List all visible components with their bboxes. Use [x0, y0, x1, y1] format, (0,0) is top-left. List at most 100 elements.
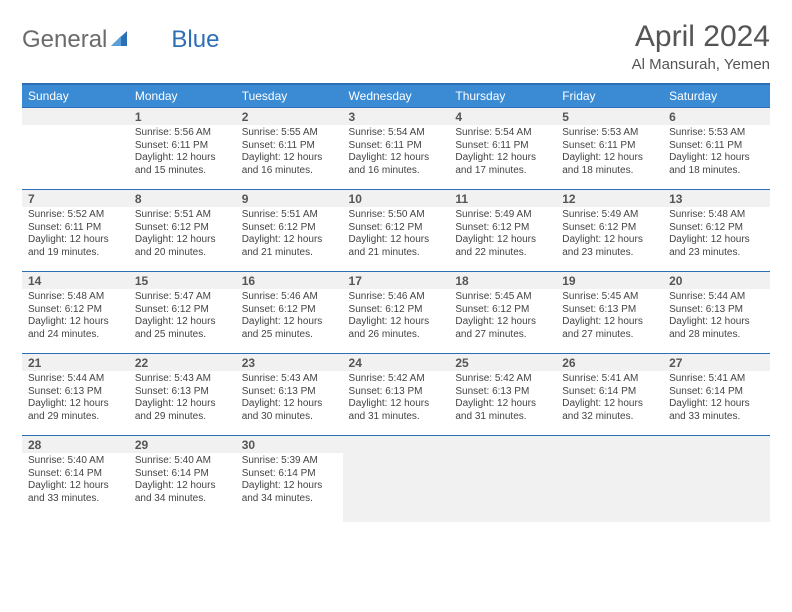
calendar-cell: 14Sunrise: 5:48 AMSunset: 6:12 PMDayligh…: [22, 271, 129, 353]
day-number: 24: [343, 353, 450, 371]
day-details: Sunrise: 5:45 AMSunset: 6:12 PMDaylight:…: [449, 289, 556, 345]
calendar-cell: 8Sunrise: 5:51 AMSunset: 6:12 PMDaylight…: [129, 189, 236, 271]
day-details: Sunrise: 5:54 AMSunset: 6:11 PMDaylight:…: [449, 125, 556, 181]
calendar-cell: 23Sunrise: 5:43 AMSunset: 6:13 PMDayligh…: [236, 353, 343, 435]
calendar-cell: 20Sunrise: 5:44 AMSunset: 6:13 PMDayligh…: [663, 271, 770, 353]
weekday-header-row: SundayMondayTuesdayWednesdayThursdayFrid…: [22, 84, 770, 107]
day-number: 6: [663, 107, 770, 125]
day-number: 16: [236, 271, 343, 289]
calendar-cell: 15Sunrise: 5:47 AMSunset: 6:12 PMDayligh…: [129, 271, 236, 353]
day-number: 4: [449, 107, 556, 125]
day-details: Sunrise: 5:42 AMSunset: 6:13 PMDaylight:…: [343, 371, 450, 427]
calendar-cell: [663, 435, 770, 522]
calendar-cell: 9Sunrise: 5:51 AMSunset: 6:12 PMDaylight…: [236, 189, 343, 271]
calendar-cell: 4Sunrise: 5:54 AMSunset: 6:11 PMDaylight…: [449, 107, 556, 189]
calendar-cell: 6Sunrise: 5:53 AMSunset: 6:11 PMDaylight…: [663, 107, 770, 189]
calendar-cell: [343, 435, 450, 522]
location-label: Al Mansurah, Yemen: [632, 56, 770, 73]
calendar-cell: [556, 435, 663, 522]
day-details: Sunrise: 5:41 AMSunset: 6:14 PMDaylight:…: [556, 371, 663, 427]
day-details: Sunrise: 5:46 AMSunset: 6:12 PMDaylight:…: [343, 289, 450, 345]
calendar-cell: 12Sunrise: 5:49 AMSunset: 6:12 PMDayligh…: [556, 189, 663, 271]
day-number: 14: [22, 271, 129, 289]
day-details: Sunrise: 5:49 AMSunset: 6:12 PMDaylight:…: [556, 207, 663, 263]
day-details: Sunrise: 5:49 AMSunset: 6:12 PMDaylight:…: [449, 207, 556, 263]
day-number: 28: [22, 435, 129, 453]
calendar-cell: 27Sunrise: 5:41 AMSunset: 6:14 PMDayligh…: [663, 353, 770, 435]
day-details: Sunrise: 5:43 AMSunset: 6:13 PMDaylight:…: [129, 371, 236, 427]
calendar-cell: 22Sunrise: 5:43 AMSunset: 6:13 PMDayligh…: [129, 353, 236, 435]
day-details: Sunrise: 5:48 AMSunset: 6:12 PMDaylight:…: [22, 289, 129, 345]
page-header: General Blue April 2024 Al Mansurah, Yem…: [22, 20, 770, 73]
weekday-header: Tuesday: [236, 84, 343, 107]
day-details: Sunrise: 5:47 AMSunset: 6:12 PMDaylight:…: [129, 289, 236, 345]
day-details: Sunrise: 5:46 AMSunset: 6:12 PMDaylight:…: [236, 289, 343, 345]
day-details: Sunrise: 5:40 AMSunset: 6:14 PMDaylight:…: [129, 453, 236, 509]
day-number: 7: [22, 189, 129, 207]
weekday-header: Sunday: [22, 84, 129, 107]
day-number: 19: [556, 271, 663, 289]
day-number: 18: [449, 271, 556, 289]
weekday-header: Friday: [556, 84, 663, 107]
calendar-cell: 5Sunrise: 5:53 AMSunset: 6:11 PMDaylight…: [556, 107, 663, 189]
day-number: 29: [129, 435, 236, 453]
month-title: April 2024: [632, 20, 770, 54]
brand-name-a: General: [22, 26, 107, 54]
calendar-cell: 29Sunrise: 5:40 AMSunset: 6:14 PMDayligh…: [129, 435, 236, 522]
day-number: 23: [236, 353, 343, 371]
calendar-cell: 11Sunrise: 5:49 AMSunset: 6:12 PMDayligh…: [449, 189, 556, 271]
title-block: April 2024 Al Mansurah, Yemen: [632, 20, 770, 73]
day-number: 26: [556, 353, 663, 371]
calendar-cell: [449, 435, 556, 522]
day-number: 17: [343, 271, 450, 289]
day-number: 22: [129, 353, 236, 371]
day-number: 5: [556, 107, 663, 125]
calendar-cell: 19Sunrise: 5:45 AMSunset: 6:13 PMDayligh…: [556, 271, 663, 353]
day-number: 13: [663, 189, 770, 207]
calendar-page: General Blue April 2024 Al Mansurah, Yem…: [0, 0, 792, 532]
calendar-cell: 13Sunrise: 5:48 AMSunset: 6:12 PMDayligh…: [663, 189, 770, 271]
day-details: Sunrise: 5:54 AMSunset: 6:11 PMDaylight:…: [343, 125, 450, 181]
day-number: 1: [129, 107, 236, 125]
day-number: 11: [449, 189, 556, 207]
calendar-body: 1Sunrise: 5:56 AMSunset: 6:11 PMDaylight…: [22, 107, 770, 522]
day-number: 30: [236, 435, 343, 453]
day-details: Sunrise: 5:43 AMSunset: 6:13 PMDaylight:…: [236, 371, 343, 427]
day-number: 20: [663, 271, 770, 289]
day-details: Sunrise: 5:42 AMSunset: 6:13 PMDaylight:…: [449, 371, 556, 427]
day-details: Sunrise: 5:52 AMSunset: 6:11 PMDaylight:…: [22, 207, 129, 263]
calendar-cell: 21Sunrise: 5:44 AMSunset: 6:13 PMDayligh…: [22, 353, 129, 435]
calendar-cell: 28Sunrise: 5:40 AMSunset: 6:14 PMDayligh…: [22, 435, 129, 522]
day-details: Sunrise: 5:53 AMSunset: 6:11 PMDaylight:…: [556, 125, 663, 181]
day-details: Sunrise: 5:56 AMSunset: 6:11 PMDaylight:…: [129, 125, 236, 181]
day-details: Sunrise: 5:48 AMSunset: 6:12 PMDaylight:…: [663, 207, 770, 263]
day-details: Sunrise: 5:41 AMSunset: 6:14 PMDaylight:…: [663, 371, 770, 427]
weekday-header: Saturday: [663, 84, 770, 107]
day-details: Sunrise: 5:39 AMSunset: 6:14 PMDaylight:…: [236, 453, 343, 509]
day-number: 3: [343, 107, 450, 125]
day-number: 8: [129, 189, 236, 207]
calendar-week-row: 14Sunrise: 5:48 AMSunset: 6:12 PMDayligh…: [22, 271, 770, 353]
day-details: Sunrise: 5:55 AMSunset: 6:11 PMDaylight:…: [236, 125, 343, 181]
sail-icon: [109, 28, 131, 53]
day-number: 25: [449, 353, 556, 371]
day-number: 2: [236, 107, 343, 125]
calendar-cell: 16Sunrise: 5:46 AMSunset: 6:12 PMDayligh…: [236, 271, 343, 353]
day-details: Sunrise: 5:53 AMSunset: 6:11 PMDaylight:…: [663, 125, 770, 181]
day-details: Sunrise: 5:44 AMSunset: 6:13 PMDaylight:…: [22, 371, 129, 427]
calendar-cell: 25Sunrise: 5:42 AMSunset: 6:13 PMDayligh…: [449, 353, 556, 435]
calendar-cell: 18Sunrise: 5:45 AMSunset: 6:12 PMDayligh…: [449, 271, 556, 353]
calendar-cell: 10Sunrise: 5:50 AMSunset: 6:12 PMDayligh…: [343, 189, 450, 271]
calendar-cell: 7Sunrise: 5:52 AMSunset: 6:11 PMDaylight…: [22, 189, 129, 271]
day-number: 9: [236, 189, 343, 207]
calendar-cell: 2Sunrise: 5:55 AMSunset: 6:11 PMDaylight…: [236, 107, 343, 189]
day-number: 21: [22, 353, 129, 371]
calendar-cell: 26Sunrise: 5:41 AMSunset: 6:14 PMDayligh…: [556, 353, 663, 435]
calendar-cell: [22, 107, 129, 189]
calendar-cell: 30Sunrise: 5:39 AMSunset: 6:14 PMDayligh…: [236, 435, 343, 522]
calendar-table: SundayMondayTuesdayWednesdayThursdayFrid…: [22, 83, 770, 522]
day-details: Sunrise: 5:51 AMSunset: 6:12 PMDaylight:…: [129, 207, 236, 263]
calendar-cell: 17Sunrise: 5:46 AMSunset: 6:12 PMDayligh…: [343, 271, 450, 353]
weekday-header: Thursday: [449, 84, 556, 107]
calendar-cell: 1Sunrise: 5:56 AMSunset: 6:11 PMDaylight…: [129, 107, 236, 189]
